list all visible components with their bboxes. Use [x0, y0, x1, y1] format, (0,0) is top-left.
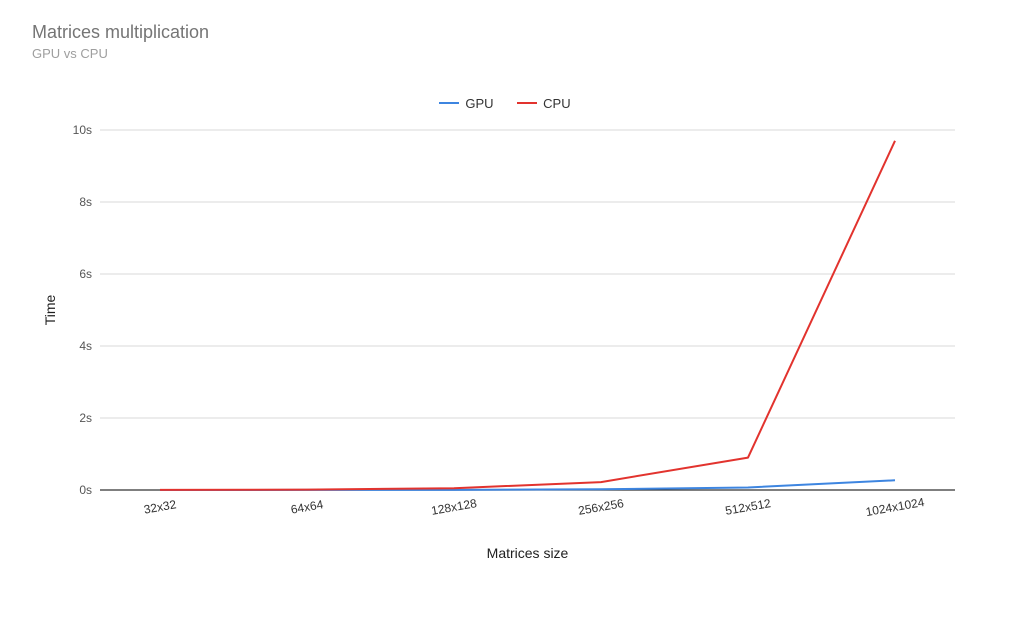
x-tick-label: 1024x1024: [865, 495, 926, 519]
legend-swatch-cpu: [517, 102, 537, 104]
plot-svg: [100, 130, 955, 490]
legend-swatch-gpu: [439, 102, 459, 104]
y-tick-label: 2s: [79, 411, 92, 425]
y-tick-label: 0s: [79, 483, 92, 497]
x-tick-label: 512x512: [724, 496, 772, 518]
y-tick-label: 4s: [79, 339, 92, 353]
x-tick-label: 128x128: [430, 496, 478, 518]
chart-subtitle: GPU vs CPU: [32, 46, 108, 61]
y-axis-title: Time: [42, 295, 58, 326]
legend-label-cpu: CPU: [543, 96, 570, 111]
x-tick-label: 256x256: [577, 496, 625, 518]
legend-item-cpu: CPU: [517, 96, 570, 111]
y-tick-label: 6s: [79, 267, 92, 281]
legend-label-gpu: GPU: [465, 96, 493, 111]
chart-container: { "chart": { "type": "line", "title": "M…: [0, 0, 1010, 625]
y-tick-label: 10s: [73, 123, 92, 137]
x-tick-label: 64x64: [290, 497, 325, 516]
plot-area: 0s2s4s6s8s10s32x3264x64128x128256x256512…: [100, 130, 955, 490]
series-line-cpu: [160, 141, 895, 490]
legend-item-gpu: GPU: [439, 96, 493, 111]
chart-title: Matrices multiplication: [32, 22, 209, 43]
x-axis-title: Matrices size: [487, 545, 569, 561]
chart-legend: GPU CPU: [0, 92, 1010, 111]
y-tick-label: 8s: [79, 195, 92, 209]
x-tick-label: 32x32: [143, 497, 178, 516]
